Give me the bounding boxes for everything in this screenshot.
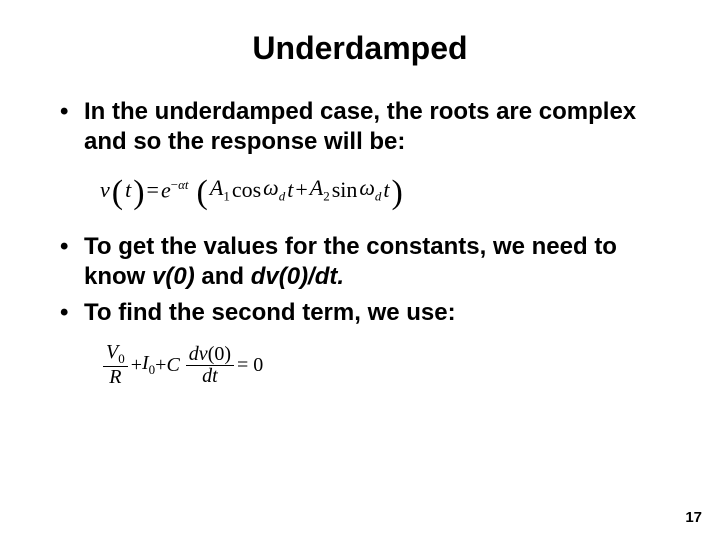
equation-2: V0 R + I0 + C dv(0) dt = 0 [100, 342, 680, 388]
eq2-plus1: + [131, 354, 142, 377]
eq1-plus: + [295, 177, 307, 203]
bullet-2-dv0: dv(0)/dt. [251, 263, 344, 290]
eq2-plus2: + [155, 354, 166, 377]
eq1-exp-alpha: α [178, 177, 185, 192]
bullet-1: In the underdamped case, the roots are c… [60, 97, 680, 157]
eq2-frac1-den: R [106, 367, 124, 388]
bullet-list: In the underdamped case, the roots are c… [60, 97, 680, 157]
eq1-wd2: ωd [359, 175, 381, 204]
eq1-A2-sub: 2 [323, 188, 330, 203]
equation-1: v ( t ) = e−αt ( A1 cos ωd t + A2 sin ωd… [100, 175, 680, 204]
eq1-t2: t [383, 177, 389, 203]
eq1-A1-A: A [210, 175, 223, 200]
eq1-sin: sin [332, 177, 358, 203]
slide: Underdamped In the underdamped case, the… [0, 0, 720, 540]
equation-1-content: v ( t ) = e−αt ( A1 cos ωd t + A2 sin ωd… [100, 175, 680, 204]
eq2-V: V [106, 341, 118, 363]
page-number: 17 [685, 509, 702, 526]
eq2-I: I [142, 352, 149, 374]
eq1-e: e−αt [161, 177, 189, 203]
eq2-I0: I0 [142, 352, 155, 378]
eq1-exp-neg: − [171, 177, 178, 192]
eq2-C: C [166, 354, 179, 377]
eq1-A2-A: A [310, 175, 323, 200]
bullet-1-text: In the underdamped case, the roots are c… [84, 98, 636, 155]
eq1-omega1: ω [263, 175, 279, 200]
bullet-3-text: To find the second term, we use: [84, 299, 456, 326]
eq2-frac2-num: dv(0) [186, 344, 234, 366]
eq1-cos: cos [232, 177, 261, 203]
eq2-frac1: V0 R [103, 342, 128, 388]
eq1-exp-t: t [185, 177, 189, 192]
bullet-2: To get the values for the constants, we … [60, 232, 680, 292]
eq1-exp: −αt [171, 177, 189, 192]
eq1-t1: t [287, 177, 293, 203]
bullet-list-2: To get the values for the constants, we … [60, 232, 680, 328]
eq2-V0: 0 [118, 351, 125, 366]
eq1-omega2: ω [359, 175, 375, 200]
bullet-3: To find the second term, we use: [60, 298, 680, 328]
bullet-2-and: and [195, 263, 251, 290]
eq1-e-base: e [161, 177, 171, 202]
eq2-rp: ) [224, 343, 231, 365]
eq1-d1: d [279, 188, 286, 203]
bullet-2-v0: v(0) [152, 263, 195, 290]
eq1-d2: d [375, 188, 382, 203]
eq2-v-num: v [199, 343, 208, 365]
eq2-d-num: d [189, 343, 199, 365]
eq1-A2: A2 [310, 175, 330, 204]
eq1-A1-sub: 1 [223, 188, 230, 203]
eq1-eq: = [147, 177, 159, 203]
eq1-A1: A1 [210, 175, 230, 204]
eq2-frac2-den: dt [199, 366, 221, 387]
eq1-v: v [100, 177, 110, 203]
slide-title: Underdamped [40, 30, 680, 67]
eq2-z: 0 [214, 343, 224, 365]
equation-2-content: V0 R + I0 + C dv(0) dt = 0 [100, 342, 680, 388]
eq2-frac1-num: V0 [103, 342, 128, 367]
eq1-t: t [125, 177, 131, 203]
eq1-wd1: ωd [263, 175, 285, 204]
eq2-eqz: = 0 [237, 354, 263, 377]
eq2-frac2: dv(0) dt [186, 344, 234, 387]
